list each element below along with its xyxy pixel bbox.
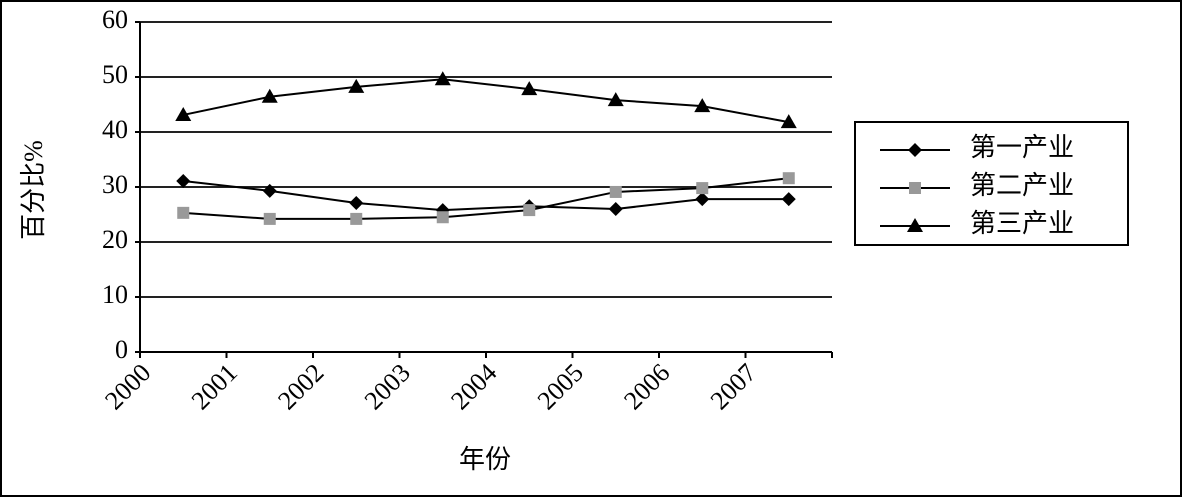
legend-box — [854, 121, 1129, 246]
legend-marker — [908, 143, 922, 157]
y-tick-label: 60 — [102, 5, 128, 34]
point — [434, 71, 451, 86]
point — [780, 114, 797, 129]
legend-label: 第三产业 — [970, 209, 1074, 238]
series-line — [183, 177, 789, 220]
series-line — [183, 179, 789, 212]
y-tick-label: 40 — [102, 115, 128, 144]
y-tick-label: 30 — [102, 170, 128, 199]
point — [782, 172, 795, 185]
point — [261, 88, 278, 103]
point — [609, 185, 622, 198]
point — [350, 212, 363, 225]
point — [695, 192, 710, 207]
legend-label: 第一产业 — [970, 133, 1074, 162]
y-tick-label: 20 — [102, 225, 128, 254]
legend-marker — [907, 218, 923, 232]
legend-label: 第二产业 — [970, 171, 1074, 200]
point — [349, 195, 364, 210]
point — [176, 173, 191, 188]
y-tick-label: 10 — [102, 280, 128, 309]
y-axis-label: 百分比% — [19, 140, 48, 240]
point — [523, 204, 536, 217]
y-tick-label: 0 — [115, 335, 128, 364]
point — [781, 192, 796, 207]
point — [436, 211, 449, 224]
point — [348, 78, 365, 93]
series-line — [183, 78, 789, 124]
point — [177, 206, 190, 219]
point — [262, 183, 277, 198]
point — [696, 182, 709, 195]
point — [694, 98, 711, 113]
point — [263, 212, 276, 225]
point — [175, 106, 192, 121]
point — [608, 202, 623, 216]
y-tick-label: 50 — [102, 60, 128, 89]
x-axis-label: 年份 — [459, 445, 511, 474]
legend-marker — [909, 182, 921, 194]
point — [607, 92, 624, 107]
point — [521, 81, 538, 96]
